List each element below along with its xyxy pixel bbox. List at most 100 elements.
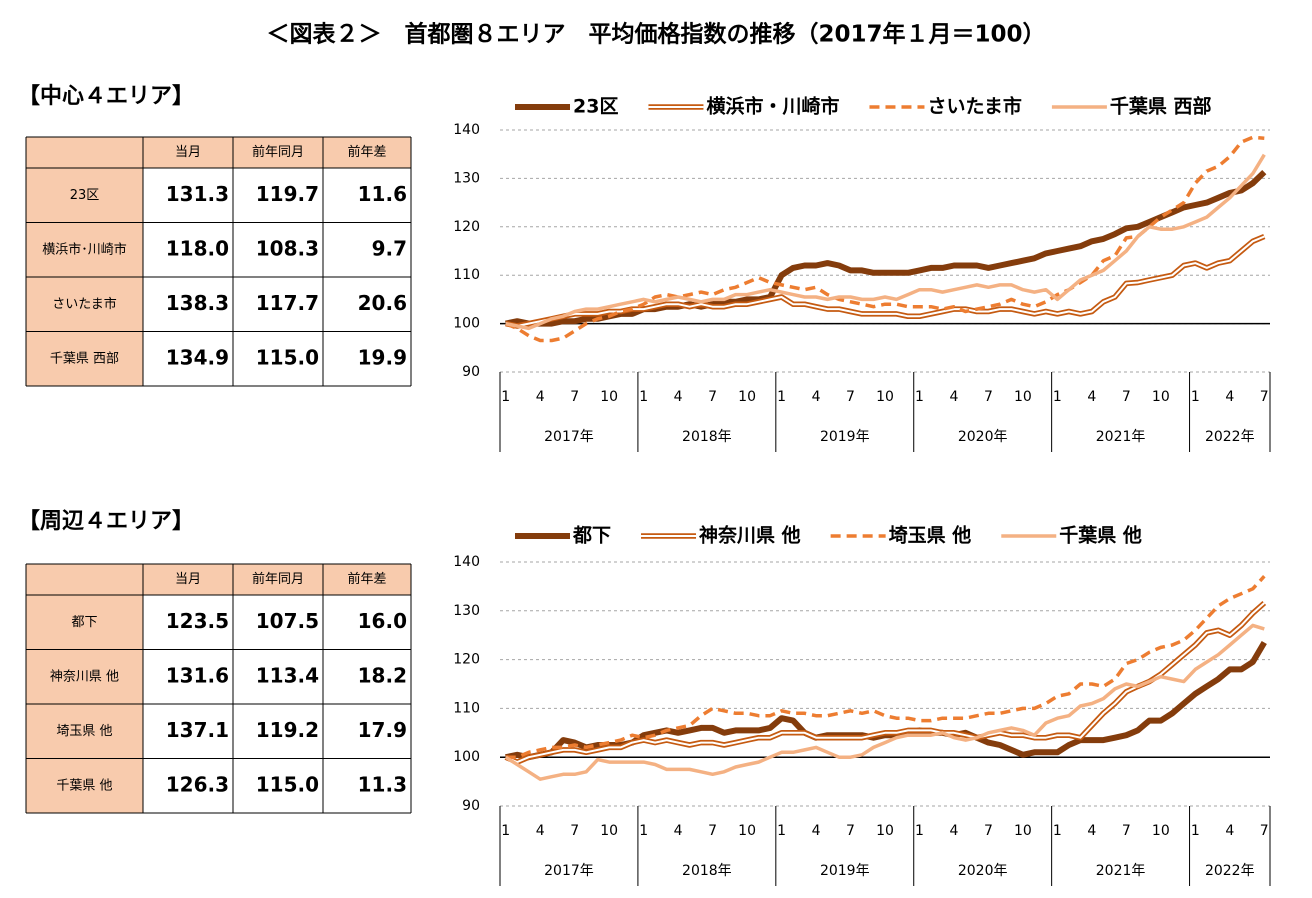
x-tick-label: 10 bbox=[1014, 823, 1032, 839]
table-value: 19.9 bbox=[358, 345, 407, 369]
x-tick-label: 10 bbox=[1152, 389, 1170, 405]
x-tick-label: 7 bbox=[846, 823, 855, 839]
table-value: 11.6 bbox=[358, 182, 407, 206]
row-label: 横浜市･川崎市 bbox=[42, 241, 127, 257]
table-value: 115.0 bbox=[256, 345, 319, 369]
table-value: 107.5 bbox=[256, 609, 319, 633]
year-label: 2021年 bbox=[1096, 863, 1146, 879]
y-tick-label: 110 bbox=[453, 700, 480, 716]
table-value: 119.7 bbox=[256, 182, 319, 206]
y-tick-label: 130 bbox=[453, 603, 480, 619]
x-tick-label: 10 bbox=[600, 389, 618, 405]
x-tick-label: 1 bbox=[777, 823, 786, 839]
year-label: 2018年 bbox=[682, 429, 732, 445]
x-tick-label: 7 bbox=[1122, 389, 1131, 405]
y-tick-label: 140 bbox=[453, 554, 480, 570]
year-label: 2018年 bbox=[682, 863, 732, 879]
title: ＜図表２＞ 首都圏８エリア 平均価格指数の推移（2017年１月＝100） bbox=[266, 21, 1045, 48]
x-tick-label: 10 bbox=[876, 389, 894, 405]
column-header: 当月 bbox=[175, 572, 201, 587]
series-line bbox=[505, 169, 1267, 327]
x-tick-label: 7 bbox=[708, 823, 717, 839]
x-tick-label: 7 bbox=[984, 389, 993, 405]
x-tick-label: 1 bbox=[639, 823, 648, 839]
x-tick-label: 1 bbox=[1191, 823, 1200, 839]
column-header: 前年差 bbox=[347, 571, 386, 587]
year-label: 2020年 bbox=[958, 863, 1008, 879]
table-value: 108.3 bbox=[256, 236, 319, 260]
x-tick-label: 1 bbox=[501, 389, 510, 405]
column-header: 前年同月 bbox=[252, 144, 304, 160]
y-tick-label: 100 bbox=[453, 316, 480, 332]
series-line bbox=[504, 623, 1265, 781]
legend-label: 横浜市・川崎市 bbox=[706, 95, 839, 118]
column-header: 前年同月 bbox=[252, 571, 304, 587]
x-tick-label: 1 bbox=[639, 389, 648, 405]
table-value: 126.3 bbox=[166, 772, 229, 796]
table-value: 117.7 bbox=[256, 291, 319, 315]
x-tick-label: 10 bbox=[1152, 823, 1170, 839]
section-heading: 【中心４エリア】 bbox=[18, 84, 194, 109]
row-label: 埼玉県 他 bbox=[56, 724, 112, 739]
x-tick-label: 4 bbox=[536, 823, 545, 839]
series-line bbox=[505, 233, 1266, 329]
legend-label: 23区 bbox=[573, 96, 618, 118]
table-header-bg bbox=[26, 564, 411, 595]
series-line bbox=[505, 153, 1266, 331]
row-label: 都下 bbox=[71, 615, 97, 630]
x-tick-label: 7 bbox=[570, 823, 579, 839]
table-header-bg bbox=[26, 137, 411, 168]
row-label: さいたま市 bbox=[52, 296, 117, 312]
x-tick-label: 10 bbox=[738, 823, 756, 839]
y-tick-label: 90 bbox=[462, 364, 480, 380]
table-value: 134.9 bbox=[166, 345, 229, 369]
table-value: 20.6 bbox=[358, 291, 407, 315]
x-tick-label: 1 bbox=[1053, 389, 1062, 405]
year-label: 2017年 bbox=[544, 863, 594, 879]
table-value: 17.9 bbox=[358, 718, 407, 742]
x-tick-label: 7 bbox=[1122, 823, 1131, 839]
table-value: 131.6 bbox=[166, 663, 229, 687]
x-tick-label: 7 bbox=[984, 823, 993, 839]
column-header: 当月 bbox=[175, 145, 201, 160]
year-label: 2021年 bbox=[1096, 429, 1146, 445]
year-label: 2017年 bbox=[544, 429, 594, 445]
x-tick-label: 7 bbox=[846, 389, 855, 405]
legend-label: 都下 bbox=[572, 525, 611, 547]
y-tick-label: 110 bbox=[453, 267, 480, 283]
y-tick-label: 140 bbox=[453, 122, 480, 138]
row-label: 神奈川県 他 bbox=[50, 669, 119, 684]
row-label: 23区 bbox=[70, 188, 100, 203]
y-tick-label: 120 bbox=[453, 652, 480, 668]
table-value: 113.4 bbox=[256, 663, 319, 687]
table-value: 119.2 bbox=[256, 718, 319, 742]
legend-label: 神奈川県 他 bbox=[699, 524, 801, 547]
y-tick-label: 100 bbox=[453, 749, 480, 765]
column-header: 前年差 bbox=[347, 144, 386, 160]
legend-label: 埼玉県 他 bbox=[889, 524, 972, 547]
series-line bbox=[505, 575, 1266, 759]
table-value: 138.3 bbox=[166, 291, 229, 315]
y-tick-label: 130 bbox=[453, 170, 480, 186]
year-label: 2022年 bbox=[1205, 429, 1255, 445]
x-tick-label: 7 bbox=[1260, 389, 1269, 405]
table-value: 118.0 bbox=[166, 236, 229, 260]
x-tick-label: 4 bbox=[536, 389, 545, 405]
x-tick-label: 1 bbox=[1053, 823, 1062, 839]
row-label-bg bbox=[26, 222, 143, 277]
x-tick-label: 4 bbox=[949, 389, 958, 405]
year-label: 2019年 bbox=[820, 863, 870, 879]
legend-label: 千葉県 西部 bbox=[1110, 95, 1212, 118]
row-label-bg bbox=[26, 649, 143, 704]
x-tick-label: 10 bbox=[1014, 389, 1032, 405]
table-value: 16.0 bbox=[358, 609, 407, 633]
x-tick-label: 4 bbox=[1225, 823, 1234, 839]
table-value: 18.2 bbox=[358, 663, 407, 687]
year-label: 2022年 bbox=[1205, 863, 1255, 879]
y-tick-label: 90 bbox=[462, 798, 480, 814]
table-value: 123.5 bbox=[166, 609, 229, 633]
row-label-bg bbox=[26, 168, 143, 223]
row-label-bg bbox=[26, 595, 143, 650]
